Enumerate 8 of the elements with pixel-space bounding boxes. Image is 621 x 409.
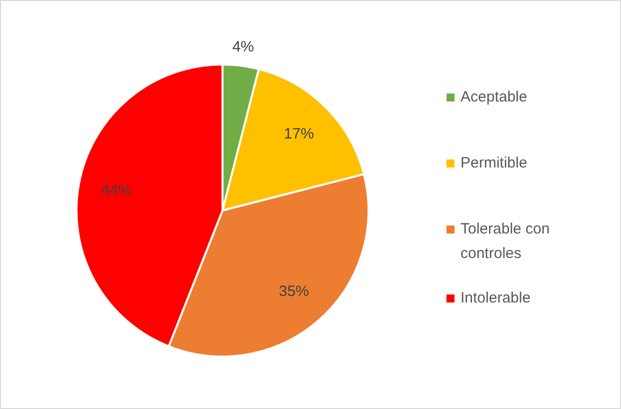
- legend-label: Aceptable: [460, 88, 528, 106]
- data-label: 17%: [284, 126, 314, 143]
- data-label: 44%: [101, 182, 132, 199]
- legend-label: Tolerable con controles: [460, 220, 550, 262]
- legend-label: Intolerable: [460, 290, 531, 306]
- data-label: 4%: [232, 38, 254, 56]
- legend-label: Permitible: [460, 154, 528, 172]
- data-label: 35%: [278, 283, 309, 300]
